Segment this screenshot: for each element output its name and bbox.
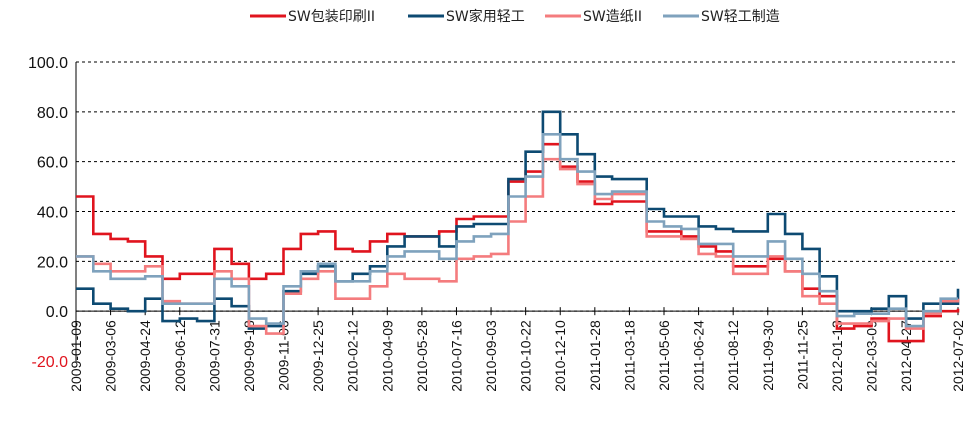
y-tick-label: 100.0 bbox=[28, 55, 68, 72]
x-tick-label: 2010-09-03 bbox=[483, 320, 499, 392]
x-tick-label: 2012-01-13 bbox=[829, 320, 845, 392]
y-tick-label: -20.0 bbox=[32, 354, 69, 371]
x-tick-label: 2010-05-28 bbox=[414, 320, 430, 392]
legend: SW包装印刷II SW家用轻工 SW造纸II SW轻工制造 bbox=[250, 8, 780, 25]
legend-label: SW造纸II bbox=[583, 9, 642, 25]
x-tick-label: 2011-05-06 bbox=[656, 320, 672, 391]
x-tick-label: 2010-02-12 bbox=[345, 320, 361, 392]
x-tick-label: 2009-09-18 bbox=[241, 320, 257, 392]
x-tick-label: 2010-04-09 bbox=[379, 320, 395, 392]
x-tick-label: 2009-01-09 bbox=[68, 320, 84, 392]
x-tick-label: 2011-06-24 bbox=[691, 320, 707, 391]
x-tick-label: 2011-08-12 bbox=[725, 320, 741, 391]
x-tick-label: 2012-03-09 bbox=[864, 320, 880, 392]
series-lines bbox=[76, 112, 958, 341]
x-tick-label: 2012-04-27 bbox=[898, 320, 914, 392]
y-tick-label: 60.0 bbox=[37, 155, 68, 172]
legend-label: SW包装印刷II bbox=[288, 9, 375, 25]
y-tick-label: 80.0 bbox=[37, 105, 68, 122]
x-tick-label: 2009-04-24 bbox=[137, 320, 153, 392]
x-tick-label: 2012-07-02 bbox=[950, 320, 966, 392]
y-tick-label: 40.0 bbox=[37, 205, 68, 222]
x-tick-label: 2009-06-12 bbox=[172, 320, 188, 392]
x-tick-label: 2011-09-30 bbox=[760, 320, 776, 391]
series-line-3 bbox=[76, 159, 958, 333]
x-tick-label: 2011-03-18 bbox=[621, 320, 637, 391]
legend-label: SW家用轻工 bbox=[446, 8, 525, 25]
y-tick-label: 20.0 bbox=[37, 254, 68, 271]
x-tick-label: 2011-11-25 bbox=[794, 320, 810, 390]
x-tick-label: 2009-12-25 bbox=[310, 320, 326, 392]
legend-label: SW轻工制造 bbox=[701, 9, 780, 25]
x-tick-label: 2010-10-22 bbox=[518, 320, 534, 392]
x-tick-label: 2010-07-16 bbox=[448, 320, 464, 392]
x-tick-label: 2009-07-31 bbox=[206, 320, 222, 392]
x-tick-label: 2009-03-06 bbox=[103, 320, 119, 392]
y-tick-label: 0.0 bbox=[46, 304, 68, 321]
x-tick-label: 2011-01-28 bbox=[587, 320, 603, 391]
x-tick-label: 2010-12-10 bbox=[552, 320, 568, 392]
